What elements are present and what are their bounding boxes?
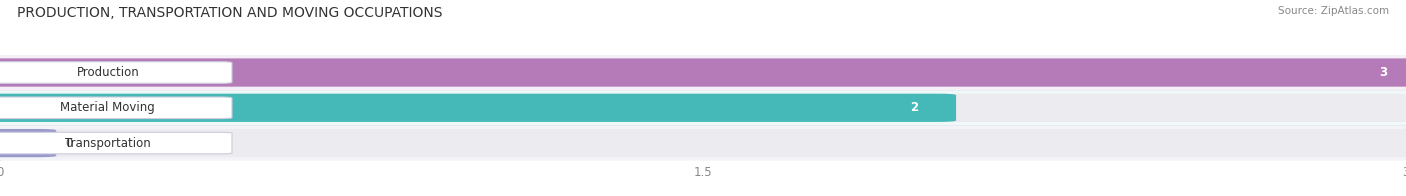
- Text: Production: Production: [76, 66, 139, 79]
- FancyBboxPatch shape: [0, 62, 232, 83]
- FancyBboxPatch shape: [0, 58, 1406, 87]
- FancyBboxPatch shape: [0, 94, 1406, 122]
- Text: 3: 3: [1379, 66, 1388, 79]
- FancyBboxPatch shape: [0, 97, 232, 119]
- FancyBboxPatch shape: [0, 55, 1406, 90]
- Text: Material Moving: Material Moving: [60, 101, 155, 114]
- Text: Transportation: Transportation: [65, 137, 150, 150]
- FancyBboxPatch shape: [0, 129, 1406, 157]
- FancyBboxPatch shape: [0, 90, 1406, 125]
- FancyBboxPatch shape: [0, 132, 232, 154]
- FancyBboxPatch shape: [0, 58, 1406, 87]
- FancyBboxPatch shape: [0, 129, 56, 157]
- Text: 2: 2: [911, 101, 918, 114]
- Text: 0: 0: [66, 137, 73, 150]
- Text: Source: ZipAtlas.com: Source: ZipAtlas.com: [1278, 6, 1389, 16]
- FancyBboxPatch shape: [0, 94, 956, 122]
- FancyBboxPatch shape: [0, 126, 1406, 161]
- Text: PRODUCTION, TRANSPORTATION AND MOVING OCCUPATIONS: PRODUCTION, TRANSPORTATION AND MOVING OC…: [17, 6, 443, 20]
